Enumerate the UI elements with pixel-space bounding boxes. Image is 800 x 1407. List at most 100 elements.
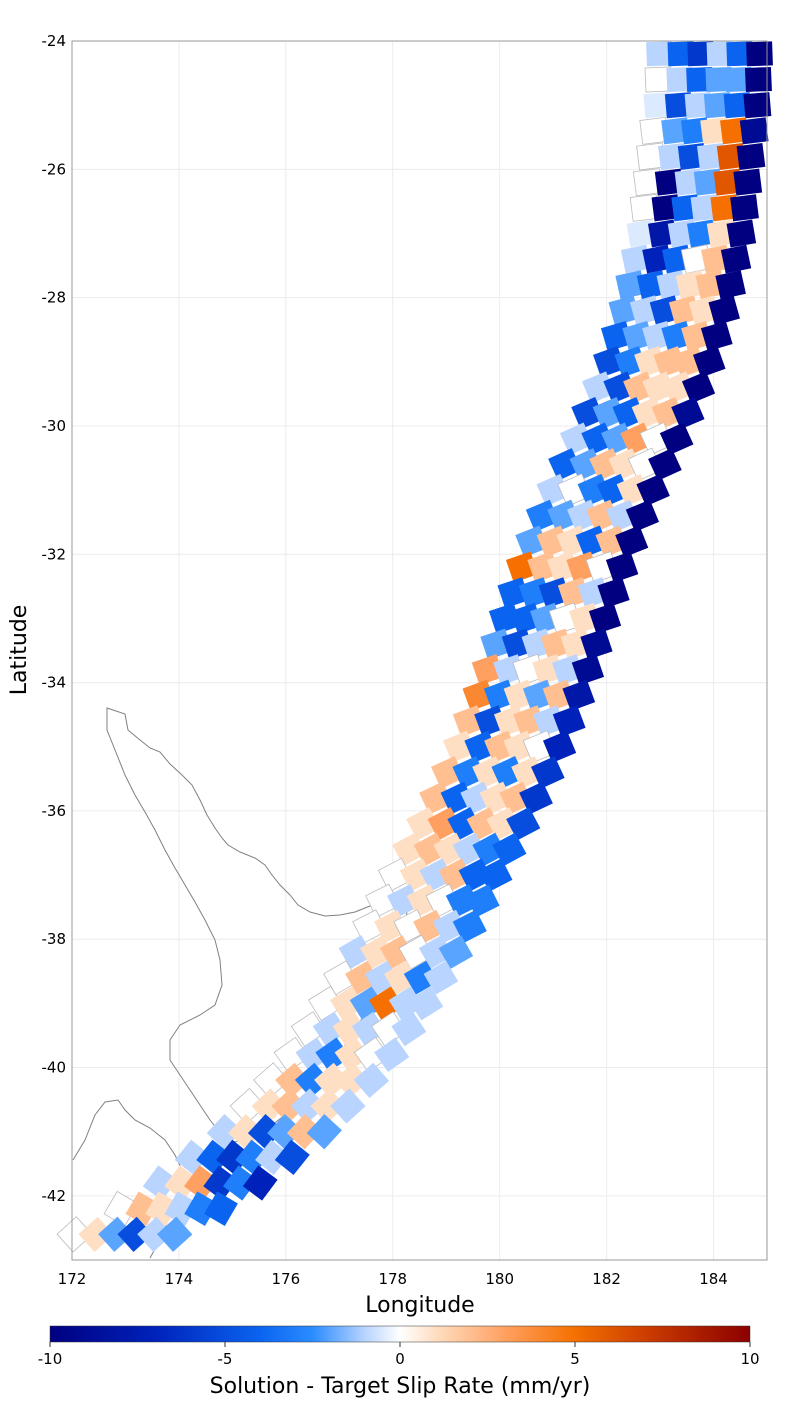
- fault-patch: [636, 473, 670, 507]
- fault-patch: [726, 219, 757, 248]
- fault-patch: [384, 960, 419, 995]
- fault-patch: [275, 1062, 311, 1098]
- fault-patch: [472, 832, 507, 867]
- fault-patch: [184, 1191, 219, 1226]
- fault-patch: [720, 244, 752, 274]
- y-tick-label: -28: [42, 289, 67, 307]
- y-tick-label: -26: [42, 160, 67, 178]
- fault-patch: [332, 1011, 368, 1047]
- y-tick-label: -40: [42, 1059, 67, 1077]
- y-tick-label: -32: [42, 545, 67, 563]
- y-tick-label: -30: [42, 417, 67, 435]
- fault-patch: [117, 1216, 153, 1252]
- x-tick-label: 176: [272, 1270, 301, 1288]
- fault-patch: [671, 396, 705, 430]
- fault-patch: [659, 422, 694, 456]
- fault-patch: [314, 1062, 350, 1098]
- fault-patch: [349, 986, 385, 1021]
- fault-patch: [353, 1062, 390, 1098]
- fault-patch: [548, 448, 582, 481]
- fault-patch: [216, 1139, 252, 1176]
- fault-patch: [715, 270, 746, 300]
- fault-patch: [242, 1165, 278, 1201]
- fault-patch: [271, 1088, 307, 1124]
- fault-patch: [338, 935, 374, 969]
- fault-patch: [615, 525, 649, 558]
- fault-patch: [432, 909, 468, 944]
- fault-patch: [569, 448, 604, 481]
- fault-patch: [506, 807, 541, 841]
- fault-patch: [368, 986, 404, 1021]
- fault-patch: [597, 577, 630, 609]
- fault-patch: [588, 602, 622, 634]
- fault-patch: [374, 1037, 410, 1073]
- fault-patch: [458, 858, 493, 892]
- fault-patch: [196, 1139, 232, 1175]
- fault-patch: [581, 422, 615, 456]
- fault-patch: [184, 1165, 219, 1201]
- fault-patch: [329, 986, 365, 1021]
- fault-patch: [286, 1114, 323, 1150]
- plot-frame: [71, 40, 768, 1261]
- x-tick-label: 178: [378, 1270, 407, 1288]
- fault-patch: [433, 832, 468, 867]
- fault-patch: [315, 1037, 351, 1073]
- fault-patch: [312, 1011, 348, 1047]
- fault-patch: [466, 807, 501, 841]
- fault-patch: [374, 909, 409, 944]
- y-tick-label: -36: [42, 802, 67, 820]
- fault-patch: [387, 884, 422, 918]
- fault-patch: [78, 1216, 114, 1252]
- axis-ticks: 172 174 176 178 180 182 184 -24 -26 -28 -30 -32 -34 -…: [42, 32, 728, 1288]
- fault-patch: [98, 1216, 134, 1252]
- fault-patch: [515, 525, 549, 558]
- fault-patch: [334, 1037, 370, 1072]
- fault-patch: [646, 41, 673, 67]
- x-tick-label: 174: [165, 1270, 194, 1288]
- fault-patch: [744, 66, 772, 93]
- fault-patches: [56, 41, 773, 1253]
- fault-patch: [56, 1216, 93, 1253]
- colorbar: [49, 1325, 751, 1343]
- fault-patch: [206, 1114, 243, 1150]
- colorbar-tick-label: -10: [38, 1350, 63, 1368]
- fault-patch: [460, 781, 495, 815]
- fault-patch: [525, 499, 560, 532]
- fault-patch: [391, 1011, 427, 1047]
- fault-patch: [228, 1114, 264, 1150]
- y-tick-label: -34: [42, 674, 67, 692]
- fault-patch: [438, 858, 473, 892]
- fault-patch: [552, 705, 586, 737]
- x-tick-label: 182: [592, 1270, 621, 1288]
- fault-patch: [643, 92, 672, 119]
- fault-patch: [625, 499, 660, 532]
- x-axis-title: Longitude: [365, 1293, 474, 1318]
- fault-patch: [423, 960, 459, 995]
- fault-patch: [164, 1191, 199, 1226]
- fault-patch: [351, 1011, 387, 1047]
- fault-patch: [137, 1216, 173, 1252]
- fault-patch: [274, 1139, 310, 1176]
- y-tick-label: -42: [42, 1187, 67, 1205]
- fault-patch: [562, 679, 596, 712]
- fault-patch: [142, 1165, 178, 1201]
- fault-patch: [388, 986, 424, 1021]
- fault-patch: [571, 654, 605, 686]
- fault-patch: [235, 1139, 271, 1175]
- fault-patch: [743, 92, 772, 119]
- fault-patch: [447, 807, 482, 841]
- x-tick-label: 180: [485, 1270, 514, 1288]
- fault-patch: [364, 960, 400, 995]
- fault-patch: [486, 807, 521, 841]
- fault-patch: [452, 832, 487, 867]
- fault-patch: [452, 909, 487, 944]
- fault-patch: [399, 858, 434, 892]
- fault-patch: [530, 756, 565, 789]
- fault-patch: [251, 1088, 287, 1124]
- x-tick-label: 172: [58, 1270, 87, 1288]
- fault-patch: [478, 858, 513, 892]
- fault-patch: [580, 628, 613, 660]
- x-tick-label: 184: [699, 1270, 728, 1288]
- fault-patch: [730, 194, 759, 222]
